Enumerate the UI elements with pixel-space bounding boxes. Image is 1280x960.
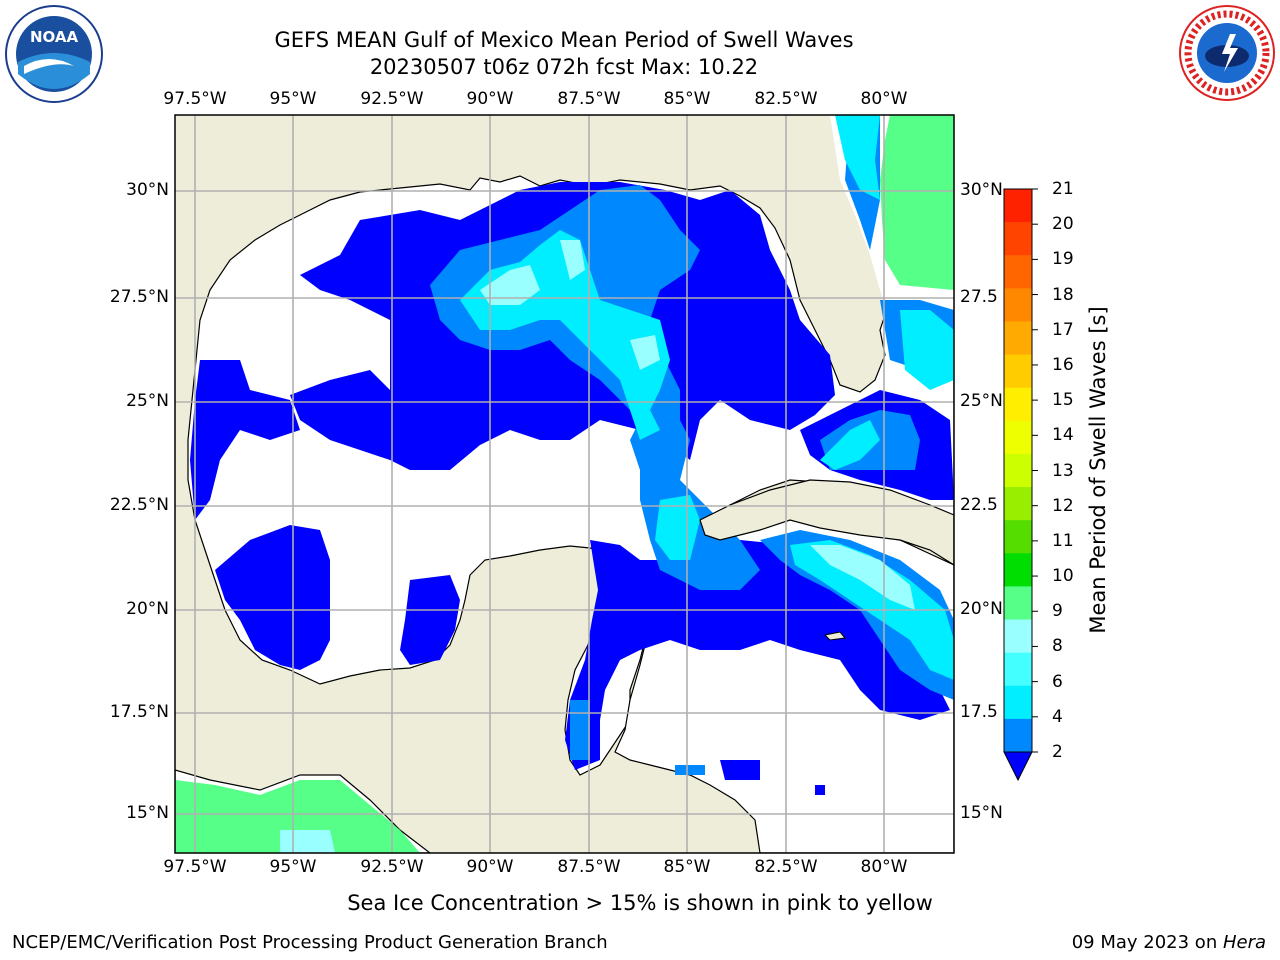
lat-label-left: 15°N bbox=[126, 803, 169, 823]
colorbar-tick-label: 19 bbox=[1052, 249, 1074, 270]
colorbar-tick-label: 11 bbox=[1052, 530, 1074, 551]
lon-label-top: 82.5°W bbox=[754, 89, 818, 109]
colorbar-tick-label: 6 bbox=[1052, 671, 1063, 692]
lat-label-left: 17.5°N bbox=[109, 702, 169, 722]
colorbar-segment bbox=[1004, 354, 1032, 389]
colorbar-segment bbox=[1004, 420, 1032, 455]
sea-ice-note: Sea Ice Concentration > 15% is shown in … bbox=[347, 891, 933, 915]
colorbar-tick-label: 14 bbox=[1052, 425, 1074, 446]
map-frame bbox=[174, 114, 955, 854]
footer-date: 09 May 2023 on Hera bbox=[1072, 932, 1266, 953]
lat-label-right: 30°N bbox=[960, 180, 1003, 200]
lat-label-right: 25°N bbox=[960, 391, 1003, 411]
lon-label-bottom: 82.5°W bbox=[754, 857, 818, 877]
colorbar-tick-label: 15 bbox=[1052, 390, 1074, 411]
footer-credit: NCEP/EMC/Verification Post Processing Pr… bbox=[12, 932, 608, 953]
colorbar-tick-label: 12 bbox=[1052, 495, 1074, 516]
lat-label-left: 22.5°N bbox=[109, 495, 169, 515]
colorbar-segment bbox=[1004, 222, 1032, 256]
colorbar-title: Mean Period of Swell Waves [s] bbox=[1086, 306, 1110, 634]
lon-label-bottom: 92.5°W bbox=[360, 857, 424, 877]
colorbar-segment bbox=[1004, 619, 1032, 654]
lon-label-top: 87.5°W bbox=[557, 89, 621, 109]
colorbar-segment bbox=[1004, 453, 1032, 488]
lon-label-bottom: 90°W bbox=[466, 857, 514, 877]
lat-label-left: 30°N bbox=[126, 180, 169, 200]
lon-label-top: 90°W bbox=[466, 89, 514, 109]
nws-logo bbox=[1178, 4, 1276, 106]
footer-host: Hera bbox=[1222, 932, 1266, 953]
lon-label-top: 97.5°W bbox=[163, 89, 227, 109]
lon-label-bottom: 80°W bbox=[860, 857, 908, 877]
colorbar-segment bbox=[1004, 520, 1032, 554]
lon-label-bottom: 95°W bbox=[269, 857, 317, 877]
cuba-coastline bbox=[699, 479, 954, 566]
lon-label-bottom: 87.5°W bbox=[557, 857, 621, 877]
colorbar-tick-label: 2 bbox=[1052, 742, 1063, 762]
colorbar-segment bbox=[1004, 652, 1032, 687]
lon-label-bottom: 97.5°W bbox=[163, 857, 227, 877]
swell-8-9s bbox=[480, 240, 915, 610]
colorbar-segment bbox=[1004, 288, 1032, 322]
colorbar-tick-label: 21 bbox=[1052, 179, 1074, 199]
colorbar-tick-label: 8 bbox=[1052, 636, 1063, 657]
lon-label-top: 80°W bbox=[860, 89, 908, 109]
chart-title: GEFS MEAN Gulf of Mexico Mean Period of … bbox=[274, 28, 854, 52]
noaa-logo-text: NOAA bbox=[30, 28, 79, 46]
colorbar-tick-label: 20 bbox=[1052, 214, 1074, 235]
colorbar-tick-label: 17 bbox=[1052, 319, 1074, 340]
colorbar-tick-label: 13 bbox=[1052, 460, 1074, 481]
lat-label-left: 20°N bbox=[126, 599, 169, 619]
colorbar-segment bbox=[1004, 189, 1032, 223]
lat-label-right: 22.5 bbox=[960, 495, 998, 515]
lon-label-top: 92.5°W bbox=[360, 89, 424, 109]
graticule bbox=[175, 115, 954, 853]
colorbar-tick-label: 18 bbox=[1052, 284, 1074, 305]
swell-8-9s-pacific bbox=[280, 830, 335, 853]
colorbar-extension bbox=[1003, 751, 1033, 782]
lat-label-left: 25°N bbox=[126, 391, 169, 411]
lat-label-right: 27.5 bbox=[960, 287, 998, 307]
colorbar-segment bbox=[1004, 553, 1032, 587]
lon-label-bottom: 85°W bbox=[663, 857, 711, 877]
footer-date-text: 09 May 2023 on bbox=[1071, 932, 1223, 953]
colorbar-segment bbox=[1004, 586, 1032, 621]
colorbar bbox=[1003, 188, 1038, 782]
colorbar-segment bbox=[1004, 718, 1032, 753]
lat-label-right: 20°N bbox=[960, 599, 1003, 619]
lon-label-top: 85°W bbox=[663, 89, 711, 109]
lat-label-right: 15°N bbox=[960, 803, 1003, 823]
colorbar-segment bbox=[1004, 487, 1032, 521]
colorbar-segment bbox=[1004, 685, 1032, 720]
colorbar-segment bbox=[1004, 255, 1032, 289]
chart-subtitle: 20230507 t06z 072h fcst Max: 10.22 bbox=[369, 55, 759, 79]
lat-label-right: 17.5 bbox=[960, 702, 998, 722]
lat-label-left: 27.5°N bbox=[109, 287, 169, 307]
island-jamaica bbox=[823, 631, 846, 641]
colorbar-tick-label: 16 bbox=[1052, 354, 1074, 375]
swell-9-10s bbox=[175, 115, 954, 853]
noaa-logo: NOAA bbox=[4, 4, 104, 108]
colorbar-tick-label: 10 bbox=[1052, 566, 1074, 587]
colorbar-tick-label: 9 bbox=[1052, 601, 1063, 622]
lon-label-top: 95°W bbox=[269, 89, 317, 109]
colorbar-segment bbox=[1004, 387, 1032, 422]
colorbar-tick-label: 4 bbox=[1052, 706, 1063, 727]
colorbar-segment bbox=[1004, 321, 1032, 356]
